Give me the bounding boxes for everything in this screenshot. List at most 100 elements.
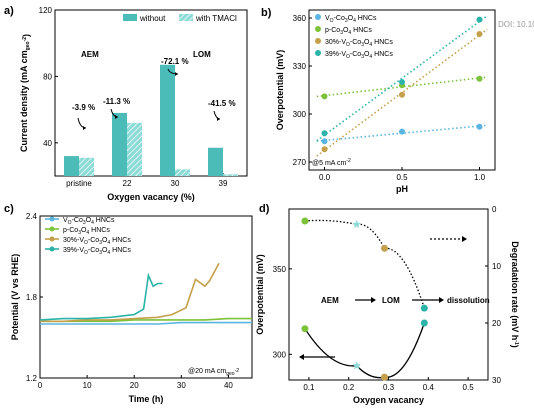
legend-label-c: 30%-VO-Co3O4 HNCs	[63, 237, 131, 246]
data-point	[321, 138, 328, 145]
watermark-doi: DOI: 10.10	[498, 20, 534, 29]
panel-a: a) 40 80 120 pristine 22 30 39 -3.9 % -11.3 % -72.…	[4, 5, 248, 202]
data-point	[476, 123, 483, 130]
arrowhead-lom-dissolution	[439, 297, 444, 303]
arrowhead-aem-lom	[371, 297, 376, 303]
y-tick-label-b: 270	[293, 158, 307, 167]
y2-axis-label-d: Degradation rate (mV h-1)	[510, 241, 520, 347]
data-point	[321, 146, 328, 153]
x-axis-label-d: Oxygen vacancy	[353, 395, 424, 405]
legend-label-b: 30%-VO-Co3O4 HNCs	[325, 39, 393, 48]
legend-marker-c	[49, 246, 55, 252]
plot-frame-d	[288, 208, 489, 381]
drop-annotation: -72.1 %	[161, 57, 189, 66]
drop-arrow	[77, 117, 87, 129]
y-axis-label-c: Potential (V vs RHE)	[10, 254, 20, 341]
region-label-dissolution: dissolution	[447, 296, 490, 305]
drop-annotation: -11.3 %	[103, 97, 130, 106]
panel-label-c: c)	[4, 203, 14, 215]
axis-arrowhead-right	[462, 236, 467, 242]
y-tick-label-a: 80	[43, 72, 52, 81]
bar-without	[208, 147, 223, 176]
current-note-c: @20 mA cmgeo-2	[188, 368, 239, 377]
x-tick-label-d: 0.4	[423, 383, 435, 392]
series-line	[40, 321, 252, 325]
y-tick-label-c: 1.8	[26, 293, 38, 302]
x-tick-label-d: 0.1	[303, 383, 315, 392]
legend-marker-b	[315, 14, 321, 20]
legend-label-c: p-Co3O4 HNCs	[63, 227, 110, 236]
series-line	[39, 272, 163, 321]
legend-marker-b	[315, 26, 321, 32]
legend-label-b: p-Co3O4 HNCs	[325, 27, 372, 36]
legend-marker-c	[49, 226, 55, 232]
y-tick-label-b: 330	[293, 62, 307, 71]
y-tick-label-d: 300	[273, 350, 287, 359]
legend-label-c: 39%-VO-Co3O4 HNCs	[63, 247, 131, 256]
y-tick-label-b: 360	[293, 14, 307, 23]
x-axis-label-c: Time (h)	[129, 394, 164, 404]
current-note-b: @5 mA cm-2	[312, 158, 351, 167]
legend-label-without: without	[139, 14, 166, 23]
fit-line	[316, 124, 488, 142]
x-tick-label-a: pristine	[66, 179, 92, 188]
x-tick-label-d: 0.3	[383, 383, 395, 392]
data-point	[399, 128, 405, 135]
data-point	[476, 31, 483, 37]
drop-annotation: -41.5 %	[208, 99, 236, 108]
legend-swatch-with	[179, 14, 193, 21]
overpotential-point	[381, 244, 389, 252]
degradation-point	[352, 361, 361, 370]
y-tick-label-a: 40	[43, 139, 52, 148]
axis-arrowhead-left	[299, 354, 304, 360]
overpotential-curve	[304, 219, 425, 309]
bar-with-tmacl	[223, 174, 238, 176]
y-tick-label-c: 1.2	[26, 374, 38, 383]
y2-tick-label-d: 20	[492, 319, 501, 328]
x-axis-label-b: pH	[396, 184, 408, 194]
overpotential-point	[301, 217, 309, 225]
y2-tick-label-d: 0	[492, 205, 497, 214]
bar-without	[112, 112, 127, 176]
degradation-curve	[304, 322, 425, 379]
x-tick-label-c: 30	[177, 381, 186, 390]
x-tick-label-c: 10	[83, 381, 92, 390]
legend-marker-b	[315, 38, 321, 44]
overpotential-point	[352, 219, 361, 228]
data-point	[399, 91, 405, 98]
y-axis-label-b: Overpotential (mV)	[275, 50, 285, 131]
x-tick-label-c: 20	[130, 381, 139, 390]
panel-d: d) 300 350 0 10 20 30 0.1 0.2 0.3 0.4 0.5 AEM LOM diss…	[255, 203, 520, 405]
legend-label-c: VO-Co3O4 HNCs	[63, 217, 115, 226]
x-tick-label-b: 0.0	[319, 173, 331, 182]
region-label-lom-d: LOM	[382, 296, 400, 305]
y-axis-label-a: Current density (mA cmgeo-2)	[19, 34, 31, 152]
drop-arrowhead	[175, 72, 178, 76]
fit-line	[316, 76, 488, 98]
y-axis-label-d: Overpotential (mV)	[255, 254, 265, 335]
x-tick-label-c: 40	[224, 381, 233, 390]
y2-tick-label-d: 30	[492, 376, 501, 385]
y2-tick-label-d: 10	[492, 262, 501, 271]
fit-line	[316, 15, 488, 142]
panel-label-b: b)	[261, 7, 272, 19]
degradation-point	[420, 319, 428, 327]
panel-label-a: a)	[4, 5, 14, 17]
legend-marker-c	[49, 236, 55, 242]
data-point	[476, 16, 483, 23]
y-tick-label-b: 300	[293, 110, 307, 119]
data-point	[399, 79, 405, 85]
x-tick-label-a: 22	[123, 179, 132, 188]
legend-label-b: 39%-VO-Co3O4 HNCs	[325, 51, 393, 60]
legend-swatch-without	[123, 14, 137, 21]
overpotential-point	[420, 304, 428, 312]
region-label-aem: AEM	[81, 50, 99, 59]
x-axis-label-a: Oxygen vacancy (%)	[107, 192, 195, 202]
y-tick-label-d: 350	[273, 265, 287, 274]
data-point	[321, 130, 328, 137]
x-tick-label-b: 0.5	[396, 173, 408, 182]
degradation-point	[381, 373, 389, 381]
y-tick-label-c: 2.4	[26, 212, 38, 221]
drop-arrowhead	[217, 117, 220, 121]
